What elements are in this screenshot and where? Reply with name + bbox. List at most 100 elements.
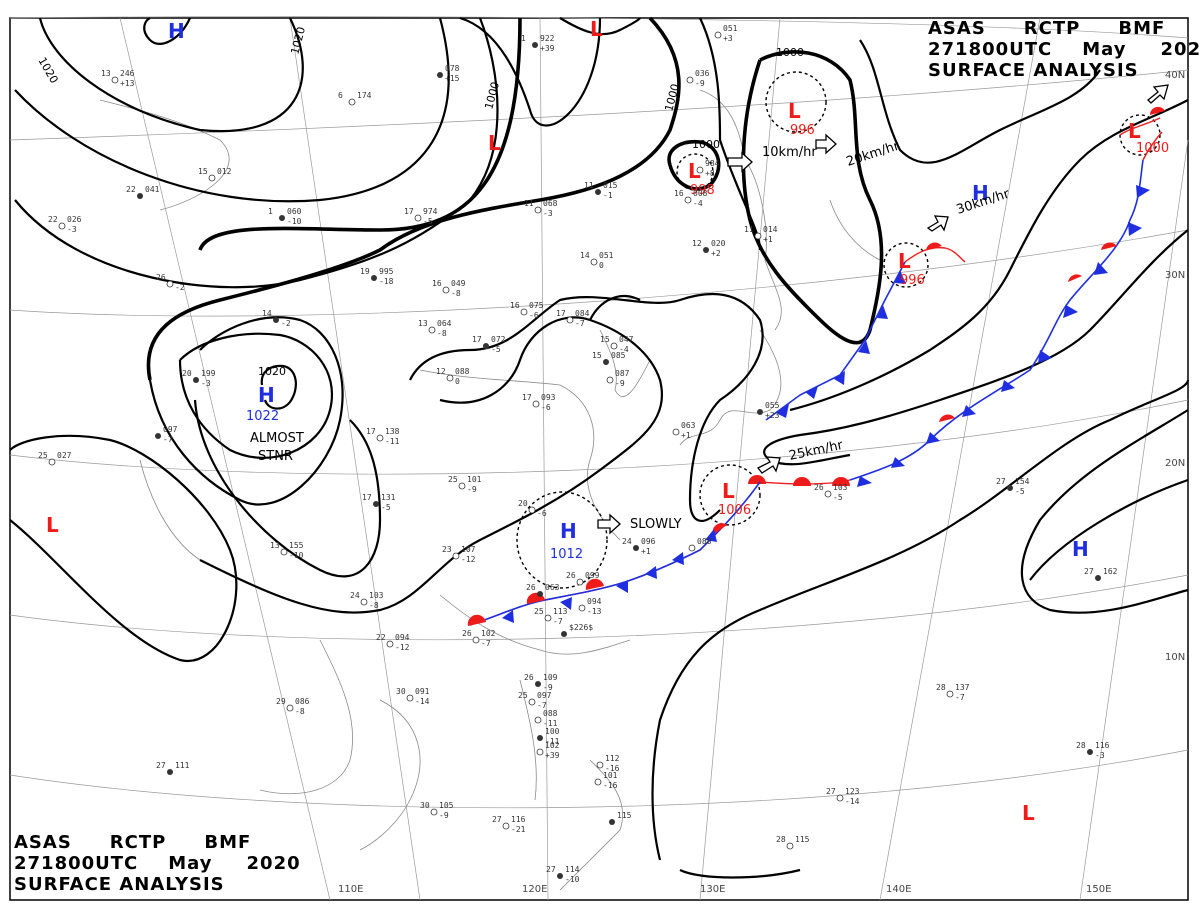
station-plot: 24 103-8 [350, 591, 384, 610]
station-temperature: 20 [518, 499, 528, 508]
station-temperature: 26 [526, 583, 536, 592]
station-pressure: 097 [537, 691, 552, 700]
station-temperature: 1 [268, 207, 273, 216]
station-pressure: 105 [439, 801, 454, 810]
station-tendency: +1 [763, 235, 773, 244]
station-pressure: 055 [765, 401, 780, 410]
station-tendency: -5 [491, 345, 501, 354]
header-station: RCTP [1023, 18, 1081, 39]
station-pressure: 097 [163, 425, 178, 434]
low-pressure-center: L [46, 513, 59, 537]
station-plot: 17 072-5 [472, 335, 506, 354]
station-temperature: 13 [101, 69, 111, 78]
station-tendency: -7 [955, 693, 965, 702]
station-plot: 26 099 [566, 571, 600, 586]
low-pressure-center: L [590, 17, 603, 41]
station-plot: 26 102-7 [462, 629, 496, 648]
station-tendency: -7 [537, 701, 547, 710]
station-circle [532, 42, 538, 48]
latitude-label: 30N [1165, 270, 1185, 281]
station-temperature: 14 [262, 309, 272, 318]
station-circle [1095, 575, 1101, 581]
station-circle [596, 761, 604, 769]
high-pressure-center: H [560, 519, 577, 543]
station-circle [786, 842, 794, 850]
latitude-label: 20N [1165, 458, 1185, 469]
station-plot: 102+39 [536, 741, 560, 760]
longitude-label: 140E [886, 884, 911, 895]
station-temperature: 22 [48, 215, 58, 224]
coastlines [99, 89, 881, 891]
station-tendency: -5 [381, 503, 391, 512]
station-pressure: 984 [705, 159, 720, 168]
station-circle [609, 819, 615, 825]
station-tendency: -3 [201, 379, 211, 388]
station-temperature: 26 [462, 629, 472, 638]
station-tendency: -8 [451, 289, 461, 298]
station-tendency: -9 [695, 79, 705, 88]
station-plot: 28 137-7 [936, 683, 970, 702]
station-tendency: -12 [395, 643, 410, 652]
high-pressure-center: H [1072, 537, 1089, 561]
isobar-label: 1000 [482, 80, 502, 110]
station-circle [376, 434, 384, 442]
station-circle [430, 808, 438, 816]
station-circle [452, 552, 460, 560]
station-tendency: +2 [711, 249, 721, 258]
station-temperature: 27 [996, 477, 1006, 486]
station-plot: 036-9 [686, 69, 710, 88]
station-tendency: 0 [455, 377, 460, 386]
station-pressure: 103 [833, 483, 848, 492]
header-year: 2020 [1160, 39, 1200, 60]
station-plot: 27 162 [1084, 567, 1118, 581]
station-circle [528, 698, 536, 706]
station-temperature: 1 [521, 34, 526, 43]
station-pressure: 047 [619, 335, 634, 344]
station-pressure: 131 [381, 493, 396, 502]
station-pressure: 072 [491, 335, 506, 344]
station-circle [111, 76, 119, 84]
station-circle [286, 704, 294, 712]
station-plot: 6 174 [338, 91, 372, 106]
station-circle [594, 778, 602, 786]
longitude-label: 110E [338, 884, 363, 895]
station-circle [166, 280, 174, 288]
low-pressure-value: 996 [790, 123, 815, 138]
station-pressure: 138 [385, 427, 400, 436]
station-pressure: 246 [120, 69, 135, 78]
station-temperature: 16 [432, 279, 442, 288]
station-pressure: 088 [543, 709, 558, 718]
station-circle [442, 286, 450, 294]
station-temperature: 15 [198, 167, 208, 176]
station-tendency: -2 [281, 319, 291, 328]
station-tendency: +1 [641, 547, 651, 556]
station-temperature: 16 [510, 301, 520, 310]
station-plot: 13 155-10 [270, 541, 304, 560]
station-plot: 29 086-8 [276, 697, 310, 716]
station-circle [273, 317, 279, 323]
header-line-2: 271800UTC May 2020 [14, 853, 301, 874]
station-temperature: 16 [674, 189, 684, 198]
station-pressure: 102 [481, 629, 496, 638]
station-circle [535, 681, 541, 687]
station-pressure: 008 [693, 189, 708, 198]
station-pressure: 085 [611, 351, 626, 360]
motion-label: SLOWLY [630, 517, 682, 532]
station-pressure: 112 [605, 754, 620, 763]
pressure-system-layer: H L L L 998 L 996 L 996 L 1000 H H 1022 … [46, 17, 1169, 825]
station-tendency: -2 [175, 283, 185, 292]
station-temperature: 26 [156, 273, 166, 282]
header-product: ASAS [928, 18, 986, 39]
station-pressure: 068 [543, 199, 558, 208]
low-pressure-value: 1000 [1136, 141, 1169, 156]
station-plot: 078+15 [437, 64, 460, 83]
station-circle [754, 232, 762, 240]
station-tendency: -3 [543, 209, 553, 218]
station-pressure: 094 [587, 597, 602, 606]
station-circle [534, 716, 542, 724]
station-tendency: +1 [681, 431, 691, 440]
header-office: BMF [1118, 18, 1166, 39]
station-plot: 28 115 [776, 835, 810, 850]
station-tendency: -1 [603, 191, 613, 200]
